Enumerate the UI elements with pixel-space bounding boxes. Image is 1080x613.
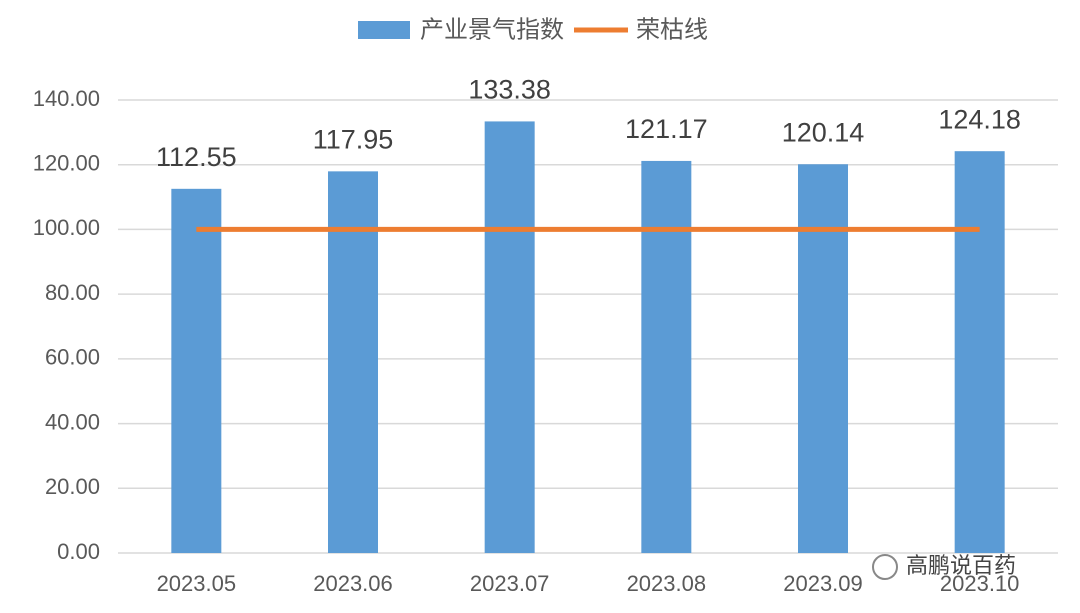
value-label: 117.95 xyxy=(313,124,394,154)
x-tick-label: 2023.06 xyxy=(313,571,393,596)
bar xyxy=(171,188,222,553)
bar xyxy=(641,160,692,553)
x-tick-label: 2023.08 xyxy=(627,571,707,596)
value-label: 121.17 xyxy=(625,114,708,144)
y-tick-label: 80.00 xyxy=(45,280,100,305)
y-tick-label: 20.00 xyxy=(45,474,100,499)
legend-swatch xyxy=(358,21,410,39)
bar xyxy=(484,121,535,554)
value-label: 120.14 xyxy=(782,117,865,147)
watermark: 高鹏说百药 xyxy=(906,553,1016,578)
value-label: 124.18 xyxy=(938,104,1021,134)
x-tick-label: 2023.05 xyxy=(157,571,237,596)
watermark-icon xyxy=(872,554,898,580)
value-label: 112.55 xyxy=(156,142,237,172)
bar xyxy=(328,171,378,553)
y-tick-label: 120.00 xyxy=(33,151,100,176)
legend-label: 荣枯线 xyxy=(636,16,708,43)
legend-label: 产业景气指数 xyxy=(420,16,564,43)
value-label: 133.38 xyxy=(468,75,551,105)
y-tick-label: 140.00 xyxy=(33,86,100,111)
bar xyxy=(798,164,848,553)
y-tick-label: 40.00 xyxy=(45,409,100,434)
y-tick-label: 60.00 xyxy=(45,345,100,370)
x-tick-label: 2023.09 xyxy=(783,571,863,596)
y-tick-label: 0.00 xyxy=(57,539,100,564)
y-tick-label: 100.00 xyxy=(33,215,100,240)
x-tick-label: 2023.07 xyxy=(470,571,550,596)
bar xyxy=(954,151,1005,553)
x-tick-label: 2023.10 xyxy=(940,571,1020,596)
